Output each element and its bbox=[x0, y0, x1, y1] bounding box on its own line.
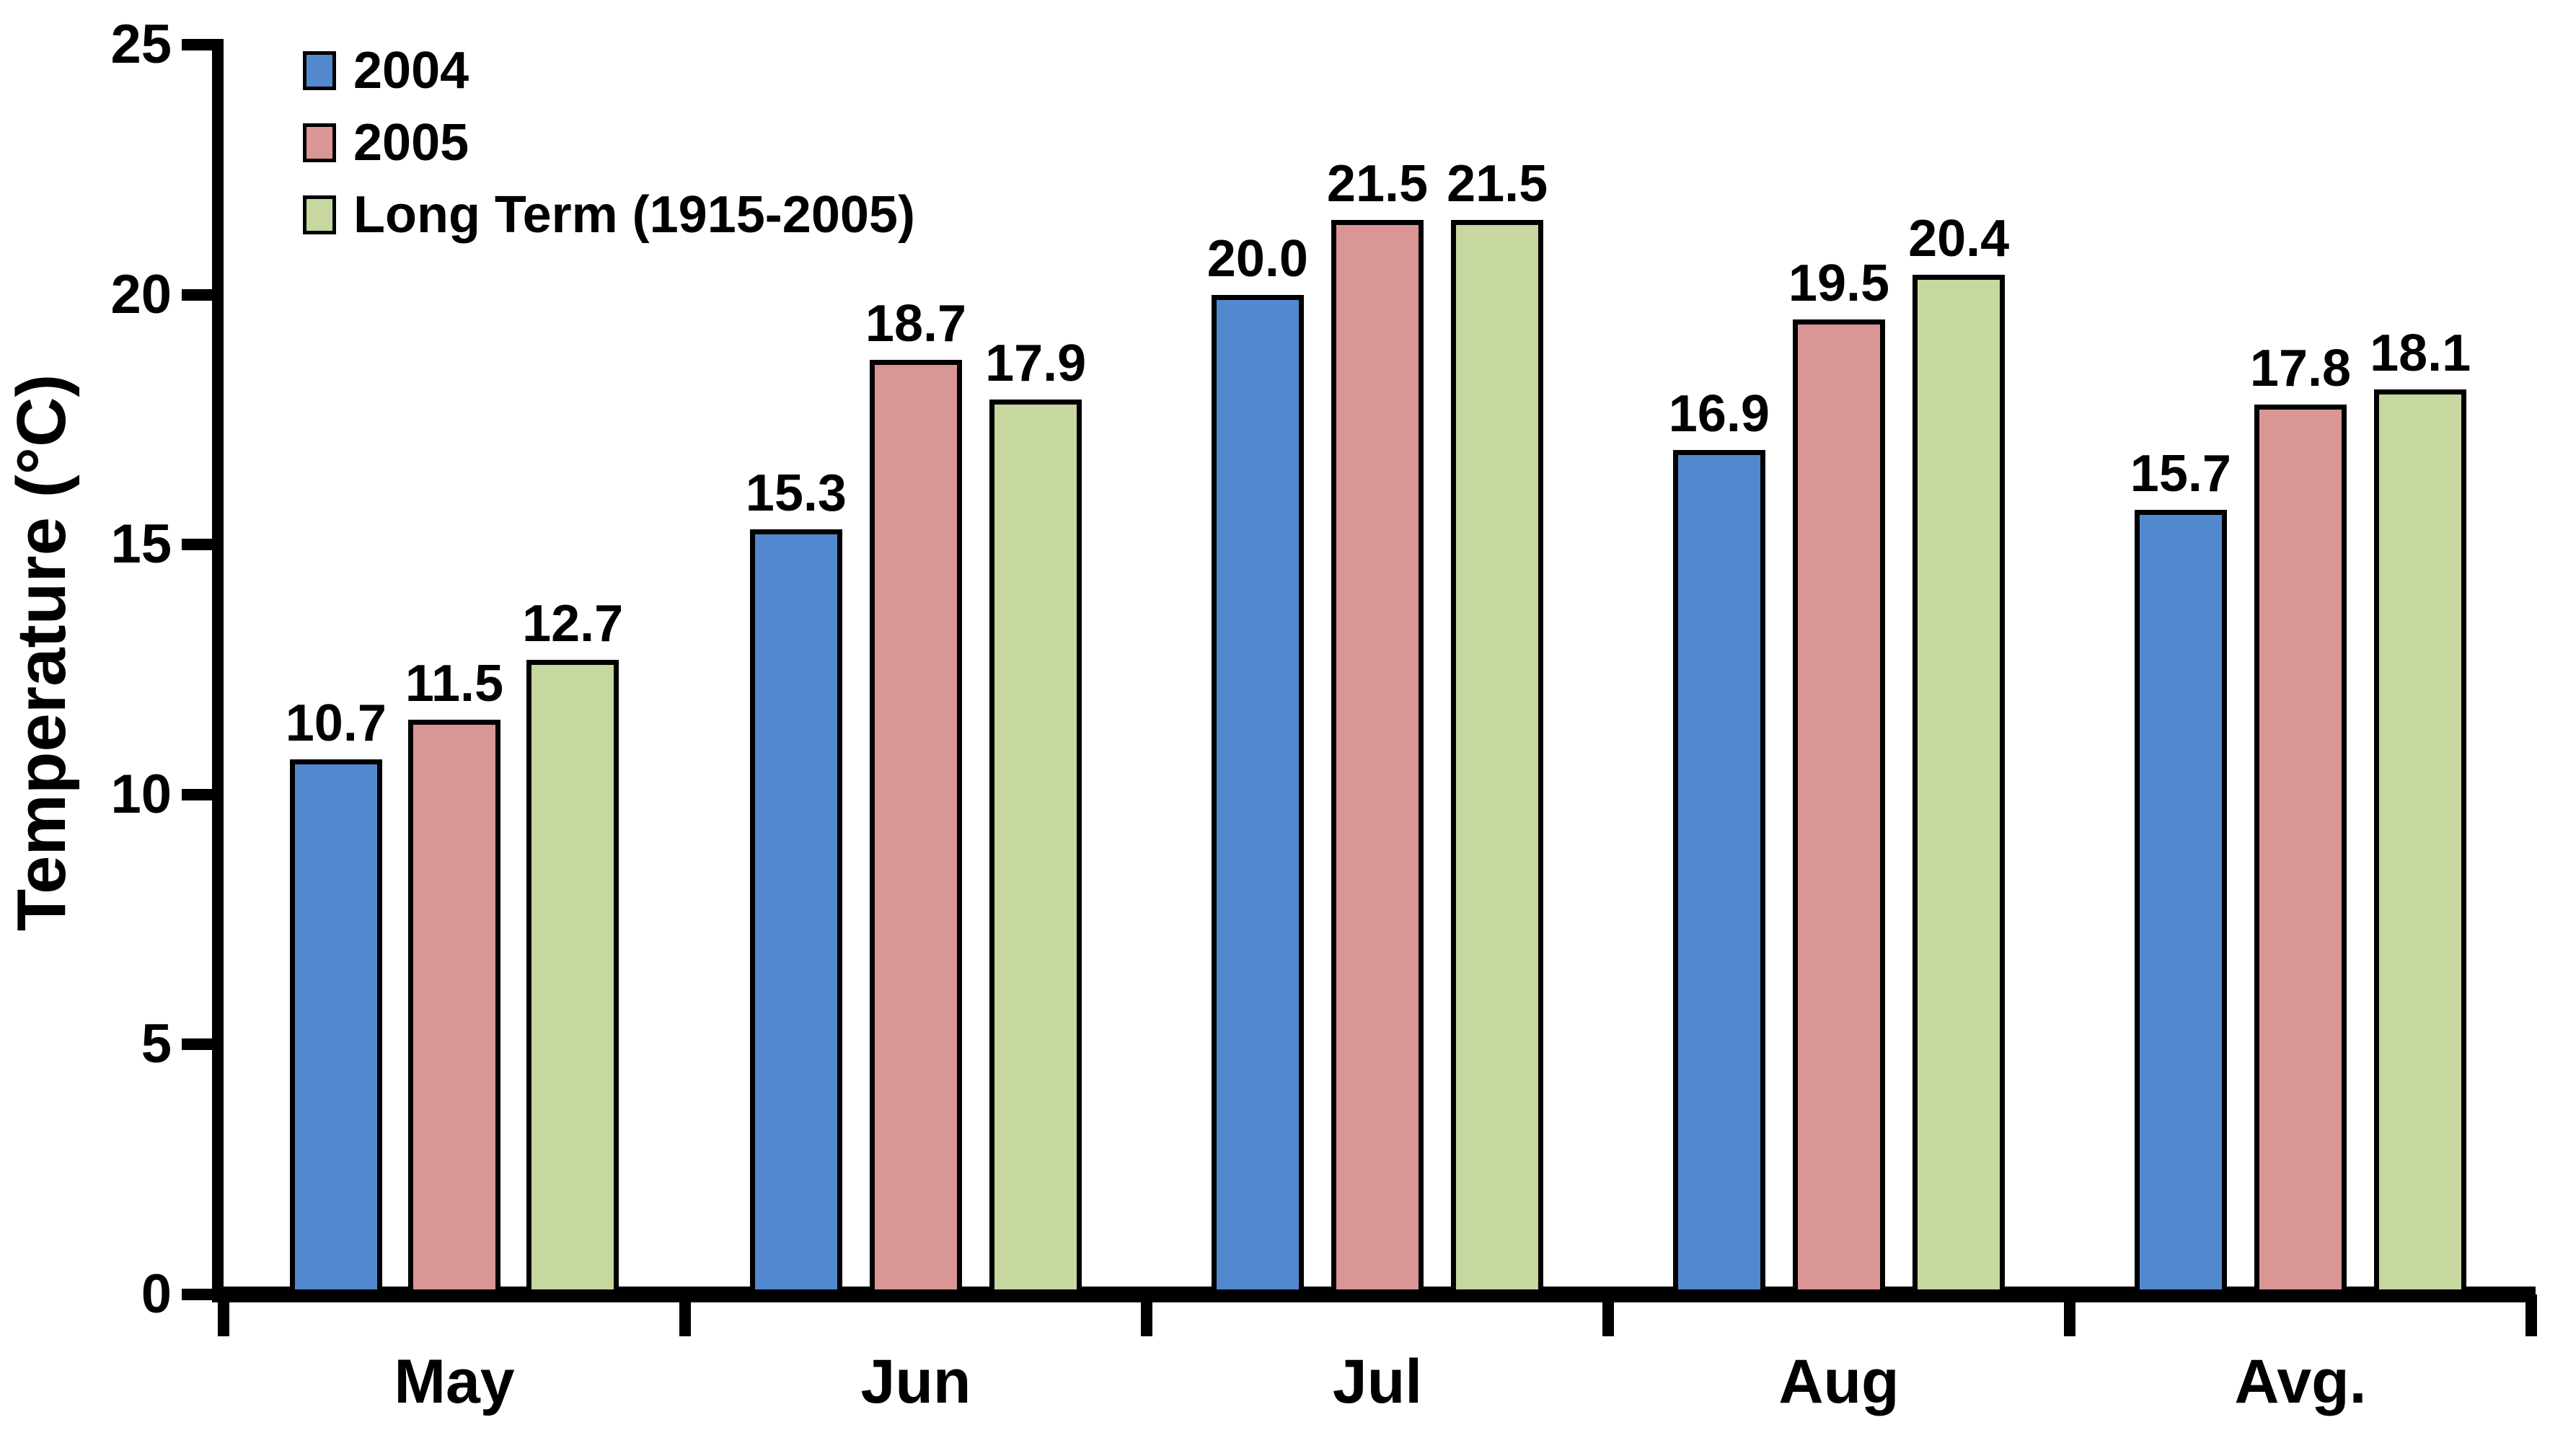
legend-swatch-2004 bbox=[303, 51, 336, 90]
bar-slot: 17.9 bbox=[985, 337, 1086, 1294]
y-axis-tick-label: 5 bbox=[141, 1013, 172, 1075]
legend-swatch-2005 bbox=[303, 123, 336, 162]
bar-value-label: 20.4 bbox=[1908, 209, 2010, 268]
bar-group-jul: 20.0 21.5 21.5 Jul bbox=[1147, 45, 1608, 1413]
y-axis-tick-label: 10 bbox=[110, 763, 172, 825]
y-axis-tick bbox=[182, 1289, 224, 1300]
bar-slot: 21.5 bbox=[1327, 158, 1428, 1294]
bar-value-label: 11.5 bbox=[405, 654, 504, 712]
bar-value-label: 15.7 bbox=[2130, 444, 2231, 503]
bar-value-label: 10.7 bbox=[285, 694, 387, 753]
x-category-label: Jul bbox=[1332, 1347, 1423, 1416]
bar-long-term-1915-2005-avg bbox=[2374, 389, 2467, 1294]
bar-value-label: 18.1 bbox=[2370, 325, 2471, 383]
bar-2004-aug bbox=[1672, 449, 1765, 1294]
x-category-label: May bbox=[394, 1347, 515, 1416]
bar-slot: 15.7 bbox=[2130, 448, 2231, 1294]
x-axis-tick bbox=[1602, 1294, 1614, 1336]
bar-slot: 12.7 bbox=[522, 598, 623, 1294]
x-category-label: Avg. bbox=[2234, 1347, 2367, 1416]
y-axis-tick-label: 0 bbox=[141, 1263, 172, 1325]
bar-long-term-1915-2005-jun bbox=[989, 400, 1082, 1294]
bar-slot: 10.7 bbox=[286, 697, 387, 1294]
y-axis-tick-label: 20 bbox=[110, 263, 172, 325]
bar-group-aug: 16.9 19.5 20.4 Aug bbox=[1608, 45, 2070, 1413]
x-axis-tick bbox=[2525, 1294, 2537, 1336]
bar-2004-may bbox=[289, 759, 382, 1294]
bar-slot: 18.1 bbox=[2370, 327, 2471, 1294]
legend-item-long-term-1915-2005: Long Term (1915-2005) bbox=[303, 189, 915, 241]
y-axis-tick-label: 15 bbox=[110, 513, 172, 575]
y-axis-tick bbox=[182, 39, 224, 50]
legend-swatch-long-term-1915-2005 bbox=[303, 195, 336, 234]
legend-item-2005: 2005 bbox=[303, 117, 915, 169]
bar-2004-avg bbox=[2134, 509, 2227, 1294]
bar-value-label: 20.0 bbox=[1206, 229, 1308, 288]
bar-2005-aug bbox=[1792, 319, 1885, 1294]
x-axis-tick bbox=[1141, 1294, 1152, 1336]
bar-value-label: 21.5 bbox=[1447, 154, 1548, 213]
x-category-label: Aug bbox=[1778, 1347, 1900, 1416]
bar-group-avg: 15.7 17.8 18.1 Avg. bbox=[2070, 45, 2531, 1413]
legend-label: 2004 bbox=[353, 42, 469, 100]
bar-value-label: 19.5 bbox=[1788, 255, 1890, 313]
legend-label: 2005 bbox=[353, 114, 469, 172]
bar-slot: 19.5 bbox=[1788, 257, 1889, 1294]
bar-slot: 20.0 bbox=[1207, 233, 1308, 1294]
bar-value-label: 15.3 bbox=[745, 464, 847, 523]
bar-value-label: 21.5 bbox=[1326, 154, 1429, 213]
legend: 2004 2005 Long Term (1915-2005) bbox=[303, 45, 915, 241]
bar-group-jun: 15.3 18.7 17.9 Jun bbox=[685, 45, 1147, 1413]
bar-long-term-1915-2005-aug bbox=[1912, 274, 2006, 1294]
bar-slot: 17.8 bbox=[2250, 343, 2351, 1294]
bar-2004-jul bbox=[1211, 294, 1304, 1294]
bar-2005-avg bbox=[2254, 405, 2347, 1294]
bar-group-may: 10.7 11.5 12.7 May bbox=[224, 45, 685, 1413]
bar-slot: 16.9 bbox=[1668, 384, 1770, 1294]
bar-2005-jul bbox=[1331, 219, 1424, 1294]
y-axis-tick bbox=[182, 288, 224, 301]
bar-long-term-1915-2005-may bbox=[526, 659, 619, 1294]
y-axis-title: Temperature (°C) bbox=[3, 374, 80, 932]
bar-value-label: 17.9 bbox=[985, 335, 1087, 393]
bar-value-label: 12.7 bbox=[522, 594, 624, 653]
y-axis-tick-label: 25 bbox=[110, 14, 172, 75]
bar-value-label: 16.9 bbox=[1668, 384, 1770, 443]
x-category-label: Jun bbox=[860, 1347, 971, 1416]
plot-area: 10.7 11.5 12.7 May 15.3 18.7 17.9 Jun 20.0 21.5 21… bbox=[224, 45, 2531, 1413]
bar-slot: 20.4 bbox=[1908, 213, 2009, 1294]
bar-slot: 15.3 bbox=[746, 467, 847, 1294]
bar-slot: 18.7 bbox=[865, 298, 966, 1294]
bar-long-term-1915-2005-jul bbox=[1451, 219, 1544, 1294]
legend-item-2004: 2004 bbox=[303, 45, 915, 97]
bar-2005-jun bbox=[869, 359, 962, 1294]
x-axis-tick bbox=[2064, 1294, 2075, 1336]
y-axis-tick bbox=[182, 788, 224, 800]
x-axis-tick bbox=[218, 1294, 229, 1336]
bar-slot: 21.5 bbox=[1447, 158, 1548, 1294]
bar-2004-jun bbox=[749, 529, 842, 1294]
bar-2005-may bbox=[407, 719, 500, 1294]
bar-value-label: 18.7 bbox=[865, 294, 967, 353]
bar-slot: 11.5 bbox=[405, 658, 503, 1294]
x-axis-tick bbox=[679, 1294, 691, 1336]
bar-value-label: 17.8 bbox=[2249, 340, 2352, 398]
y-axis-line bbox=[212, 39, 224, 1302]
legend-label: Long Term (1915-2005) bbox=[353, 186, 915, 244]
y-axis-tick bbox=[182, 539, 224, 551]
y-axis-tick bbox=[182, 1038, 224, 1051]
